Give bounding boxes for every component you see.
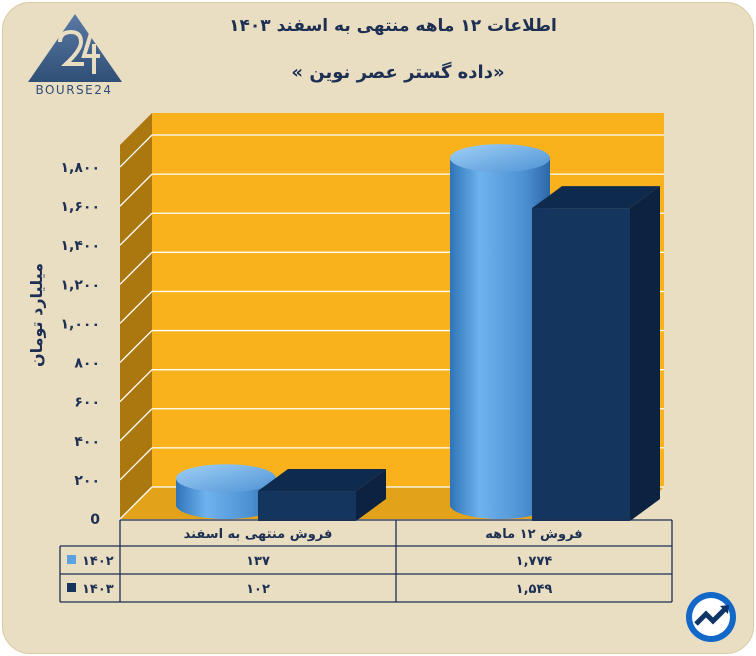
- bars: [176, 144, 660, 521]
- trend-arrow-icon: [686, 592, 736, 642]
- bar-2-series-1: [450, 144, 550, 519]
- bar-2-series-2: [532, 186, 660, 521]
- chart-title: اطلاعات ۱۲ ماهه منتهی به اسفند ۱۴۰۳: [229, 16, 557, 36]
- box-side: [630, 186, 660, 521]
- grid-line-wall: [119, 290, 153, 324]
- chart-subtitle: «داده گستر عصر نوین »: [291, 62, 505, 83]
- grid-line-wall: [119, 212, 153, 246]
- box-top: [258, 469, 386, 492]
- y-axis: 0 ۲۰۰ ۴۰۰ ۶۰۰ ۸۰۰ ۱,۰۰۰ ۱,۲۰۰ ۱,۴۰۰ ۱,۶۰۰ ۱,۸۰۰: [61, 160, 101, 528]
- data-label: ۱۳۷: [246, 554, 270, 569]
- bar-1-series-1: [176, 464, 276, 519]
- data-table: فروش منتهی به اسفند فروش ۱۲ ماهه ۱۴۰۲ ۱۳۷ ۱,…: [59, 519, 673, 603]
- bourse24-logo-icon: [28, 14, 122, 82]
- y-axis-label: میلیارد تومان: [27, 263, 46, 367]
- grid-line-wall: [119, 486, 153, 520]
- category-label: فروش ۱۲ ماهه: [485, 527, 582, 542]
- category-label: فروش منتهی به اسفند: [184, 527, 333, 542]
- grid-line-wall: [119, 134, 153, 168]
- data-label: ۱۰۲: [246, 582, 270, 597]
- y-tick-label: ۸۰۰: [74, 356, 100, 372]
- y-tick-label: ۱,۶۰۰: [61, 199, 101, 215]
- y-tick-label: ۱,۴۰۰: [61, 238, 101, 254]
- grid-line-wall: [119, 447, 153, 481]
- y-tick-label: ۶۰۰: [74, 395, 100, 411]
- legend-entry: ۱۴۰۳: [82, 582, 114, 597]
- legend-swatch: [67, 583, 76, 592]
- y-tick-label: ۱,۰۰۰: [61, 316, 101, 332]
- legend-swatch: [67, 555, 76, 564]
- y-tick-label: 0: [90, 512, 100, 528]
- grid-line-wall: [119, 369, 153, 403]
- logo-text: BOURSE24: [35, 83, 113, 97]
- grid-line-wall: [119, 408, 153, 442]
- y-tick-label: ۱,۸۰۰: [61, 160, 101, 176]
- cylinder-body: [450, 158, 550, 519]
- cylinder-top: [176, 464, 276, 493]
- legend-entry: ۱۴۰۲: [82, 554, 114, 569]
- y-tick-label: ۴۰۰: [74, 434, 100, 450]
- box-front: [258, 491, 356, 521]
- data-label: ۱,۷۷۴: [516, 554, 553, 569]
- data-label: ۱,۵۴۹: [516, 582, 553, 597]
- bar-1-series-2: [258, 469, 386, 521]
- box-top: [532, 186, 660, 209]
- y-tick-label: ۱,۲۰۰: [61, 277, 101, 293]
- left-wall: [120, 113, 152, 519]
- grid-line-wall: [119, 251, 153, 285]
- grid-line-wall: [119, 173, 153, 207]
- box-side: [356, 469, 386, 521]
- box-front: [532, 208, 630, 521]
- cylinder-top: [450, 144, 550, 173]
- grid-line-wall: [119, 330, 153, 364]
- y-tick-label: ۲۰۰: [74, 473, 100, 489]
